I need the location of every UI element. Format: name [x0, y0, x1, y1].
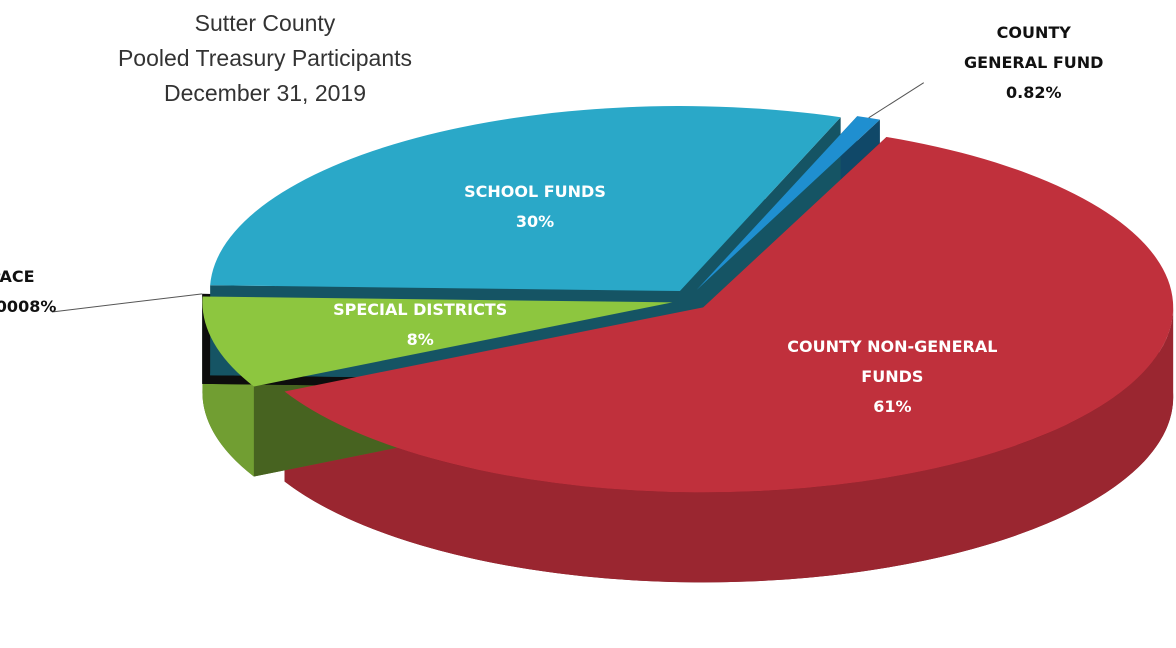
value-label: 0.82%	[1005, 82, 1062, 102]
category-label: PACE	[0, 266, 35, 286]
data-label: PACE 0.00008%	[0, 262, 56, 322]
slice	[284, 137, 1174, 493]
data-label: SPECIAL DISTRICTS 8%	[290, 295, 550, 355]
title-line: Sutter County	[194, 10, 336, 36]
pie-tops	[202, 106, 1174, 493]
title-line: December 31, 2019	[163, 80, 366, 106]
category-label: COUNTY GENERAL FUND	[964, 22, 1104, 72]
category-label: SPECIAL DISTRICTS	[333, 299, 508, 319]
slice	[696, 116, 880, 290]
chart-title: Sutter County Pooled Treasury Participan…	[40, 6, 490, 111]
slice	[210, 106, 841, 292]
slice	[202, 296, 673, 387]
category-label: SCHOOL FUNDS	[464, 181, 606, 201]
data-label: SCHOOL FUNDS 30%	[405, 177, 665, 237]
value-label: 8%	[406, 329, 434, 349]
slice-rim	[284, 307, 1174, 583]
category-label: COUNTY NON-GENERAL FUNDS	[787, 336, 998, 386]
leader-line	[51, 293, 203, 313]
value-label: 0.00008%	[0, 296, 57, 316]
data-label: COUNTY GENERAL FUND 0.82%	[963, 18, 1105, 108]
data-label: COUNTY NON-GENERAL FUNDS 61%	[762, 332, 1022, 422]
value-label: 30%	[515, 211, 555, 231]
value-label: 61%	[873, 396, 912, 416]
leader-line	[868, 82, 925, 119]
title-line: Pooled Treasury Participants	[117, 45, 413, 71]
slice	[202, 293, 673, 300]
